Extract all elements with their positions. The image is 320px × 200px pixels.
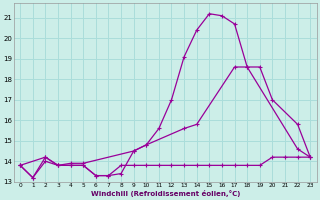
X-axis label: Windchill (Refroidissement éolien,°C): Windchill (Refroidissement éolien,°C) (91, 190, 240, 197)
